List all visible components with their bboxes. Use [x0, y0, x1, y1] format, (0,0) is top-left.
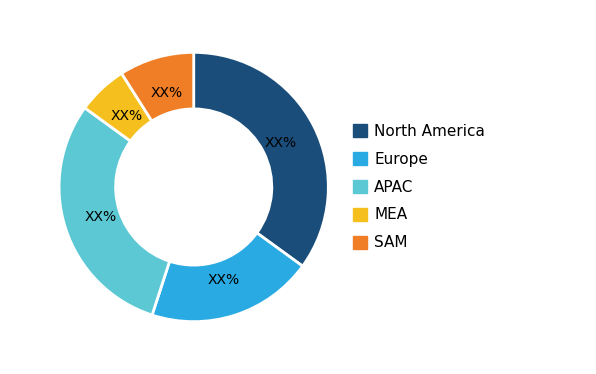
Text: XX%: XX%	[111, 109, 143, 123]
Wedge shape	[194, 52, 328, 266]
Wedge shape	[122, 52, 194, 121]
Wedge shape	[59, 108, 170, 315]
Legend: North America, Europe, APAC, MEA, SAM: North America, Europe, APAC, MEA, SAM	[353, 123, 485, 251]
Text: XX%: XX%	[150, 86, 182, 100]
Wedge shape	[152, 233, 303, 322]
Wedge shape	[85, 73, 152, 141]
Text: XX%: XX%	[265, 135, 297, 150]
Text: XX%: XX%	[85, 210, 117, 224]
Text: XX%: XX%	[208, 273, 240, 287]
